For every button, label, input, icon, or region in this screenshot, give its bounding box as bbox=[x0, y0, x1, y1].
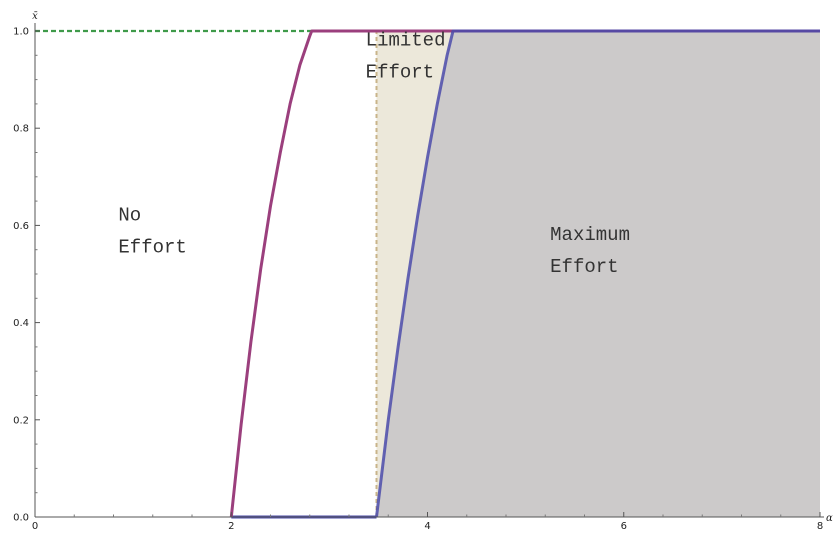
y-tick-label: 0.6 bbox=[13, 221, 29, 232]
limited-effort-label-line: Effort bbox=[366, 62, 434, 84]
no-effort-label-line: No bbox=[118, 205, 141, 227]
maximum-effort-label: Maximum Effort bbox=[550, 224, 630, 278]
limited-effort-fill bbox=[376, 31, 453, 517]
x-tick-label: 0 bbox=[32, 521, 38, 532]
y-tick-label: 0.0 bbox=[13, 513, 29, 524]
x-axis-label: α bbox=[826, 513, 833, 524]
limited-effort-label: Limited Effort bbox=[366, 30, 446, 84]
y-axis-label: x̄ bbox=[32, 11, 38, 22]
region-labels: No Effort Limited Effort Maximum Effort bbox=[118, 30, 630, 278]
maximum-effort-fill bbox=[376, 31, 820, 517]
x-tick-label: 6 bbox=[621, 521, 627, 532]
right-boundary-curve bbox=[375, 29, 820, 518]
y-tick-label: 0.4 bbox=[13, 318, 29, 329]
region-fills bbox=[376, 31, 820, 517]
axes bbox=[34, 23, 824, 518]
y-tick-label: 1.0 bbox=[13, 27, 29, 38]
x-tick-label: 8 bbox=[817, 521, 823, 532]
y-tick-label: 0.8 bbox=[13, 124, 29, 135]
limited-effort-label-line: Limited bbox=[366, 30, 446, 52]
tick-marks: 0 2 4 6 8 0.0 0.2 0.4 0.6 0.8 1.0 α x̄ bbox=[13, 11, 833, 532]
x-tick-label: 4 bbox=[424, 521, 430, 532]
no-effort-label: No Effort bbox=[118, 205, 186, 259]
x-tick-label: 2 bbox=[228, 521, 234, 532]
no-effort-label-line: Effort bbox=[118, 237, 186, 259]
left-boundary-curve bbox=[229, 29, 820, 518]
maximum-effort-label-line: Maximum bbox=[550, 224, 630, 246]
maximum-effort-label-line: Effort bbox=[550, 256, 618, 278]
y-tick-label: 0.2 bbox=[13, 415, 29, 426]
